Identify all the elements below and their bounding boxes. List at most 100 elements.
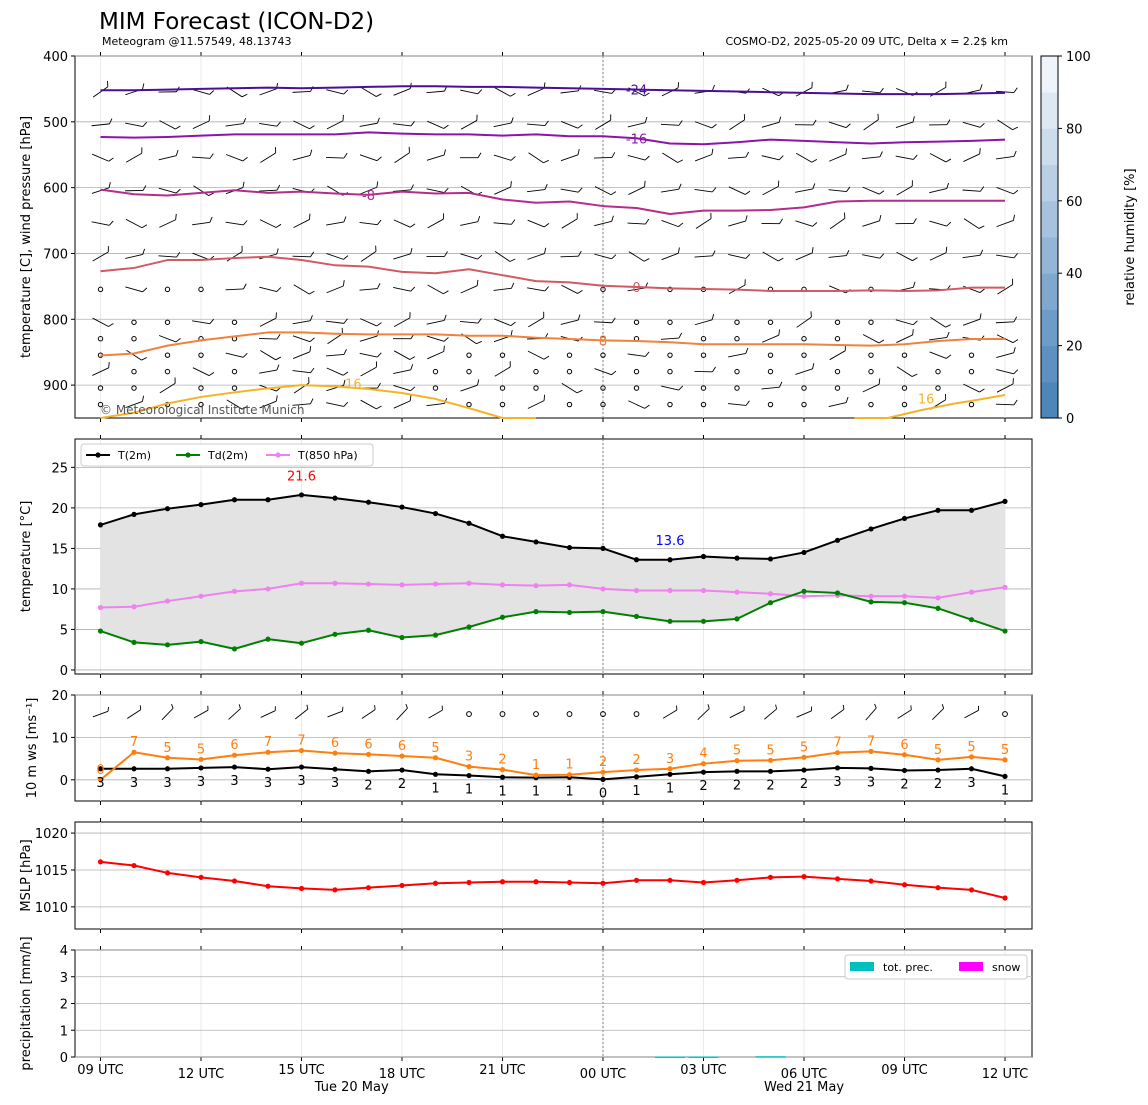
wind-barb-shaft: [728, 220, 746, 227]
temperature-point: [97, 628, 104, 634]
wind-barb-shaft: [862, 254, 880, 259]
temperature-point: [265, 636, 271, 642]
temperature-point: [901, 515, 908, 522]
wind-barb-flag: [644, 116, 648, 123]
y-axis-label: MSLP [hPa]: [19, 839, 34, 911]
wind-barb: [494, 251, 516, 262]
wind-barb: [259, 219, 282, 228]
mslp-point: [566, 879, 573, 886]
wind-barb: [929, 246, 948, 261]
wind-barb-flag: [409, 312, 411, 318]
wind-barb: [359, 283, 381, 291]
wind-barb: [995, 316, 1018, 324]
wind-barb-flag: [1013, 150, 1017, 157]
calm-wind-marker: [868, 401, 874, 408]
wind-barb-flag: [745, 253, 751, 259]
wind-barb-flag: [711, 314, 715, 320]
wind-barb-shaft: [895, 155, 914, 160]
temperature-point: [231, 646, 238, 652]
wind-barb-shaft: [260, 710, 276, 718]
y-tick-label: 25: [51, 461, 68, 476]
temperature-point: [901, 593, 908, 599]
temperature-point: [935, 605, 941, 611]
wind-barb-flag: [208, 372, 215, 376]
wind-barb: [359, 219, 382, 226]
temperature-point: [332, 631, 338, 637]
wind-barb: [997, 119, 1018, 131]
wind-barb: [593, 152, 616, 159]
temperature-point: [566, 582, 573, 588]
wind-barb-flag: [1013, 87, 1018, 93]
wind-barb-shaft: [527, 253, 545, 260]
calm-wind-marker: [968, 368, 975, 375]
temperature-series-line: [100, 590, 1006, 650]
wind-point: [365, 751, 372, 757]
calm-wind-marker: [700, 401, 707, 408]
isotherm-label: 16: [345, 377, 362, 392]
wind-barb: [963, 218, 985, 229]
wind-barb-shaft: [259, 122, 277, 127]
upper-air-panel: [74, 55, 1033, 419]
wind-barb-shaft: [995, 321, 1015, 324]
calm-wind-marker: [700, 352, 707, 358]
mslp-point: [801, 874, 807, 880]
calm-wind-marker: [667, 401, 673, 408]
wind-barb: [728, 400, 750, 406]
wind-barb-shaft: [360, 399, 377, 410]
wind-barb: [628, 251, 650, 262]
legend-label: Td(2m): [207, 449, 248, 462]
wind-barb: [259, 384, 282, 392]
wind-barb: [259, 364, 280, 374]
wind-point: [868, 748, 874, 754]
wind-barb: [292, 315, 313, 325]
temperature-point: [131, 511, 137, 517]
calm-wind-marker: [600, 286, 606, 293]
calm-wind-marker: [97, 401, 104, 408]
wind-barb-flag: [779, 218, 783, 224]
wind-barb-flag: [477, 89, 483, 95]
wind-barb-flag: [310, 367, 315, 374]
wind-barb-flag: [578, 187, 583, 193]
wind-barb-shaft: [962, 318, 981, 326]
wind-barb-flag: [710, 212, 712, 219]
wind-barb-flag: [142, 248, 145, 255]
wind-series-line: [100, 766, 1006, 781]
wind-barb-flag: [979, 388, 985, 393]
y-tick-label: 20: [51, 502, 68, 517]
wind-point: [566, 772, 573, 778]
legend-marker: [275, 452, 281, 458]
wind-barb-shaft: [561, 218, 578, 229]
wind-barb-flag: [811, 159, 818, 163]
wind-barb-flag: [443, 149, 446, 156]
wind-barb-flag: [945, 324, 951, 328]
wind-barb-flag: [374, 705, 376, 710]
wind-barb: [161, 703, 174, 721]
wind-barb-flag: [276, 248, 279, 255]
wind-barb: [359, 352, 382, 358]
calm-wind-marker: [499, 385, 506, 391]
temperature-point: [801, 549, 807, 556]
temperature-point: [432, 632, 439, 638]
calm-wind-marker: [667, 352, 673, 358]
wind-barb: [396, 703, 408, 721]
wind-barb-shaft: [627, 122, 646, 128]
wind-barb-flag: [108, 361, 110, 368]
wind-barb-flag: [108, 182, 111, 188]
calm-wind-marker: [901, 385, 908, 391]
gust-value-label: 5: [1001, 743, 1009, 758]
wind-barb-flag: [376, 117, 380, 124]
wind-barb-flag: [777, 180, 780, 187]
wind-barb-flag: [812, 183, 816, 190]
wind-barb-shaft: [762, 251, 779, 262]
wind-barb: [325, 348, 347, 357]
y-tick-label: 10: [51, 731, 68, 746]
wind-barb: [92, 361, 110, 376]
wind-barb: [627, 218, 650, 225]
wind-barb: [228, 704, 241, 720]
wind-barb-shaft: [192, 120, 210, 130]
wind-barb-shaft: [527, 189, 545, 193]
isotherm-line: [100, 188, 1005, 215]
wind-barb-flag: [711, 84, 715, 91]
temperature-point: [432, 581, 439, 587]
